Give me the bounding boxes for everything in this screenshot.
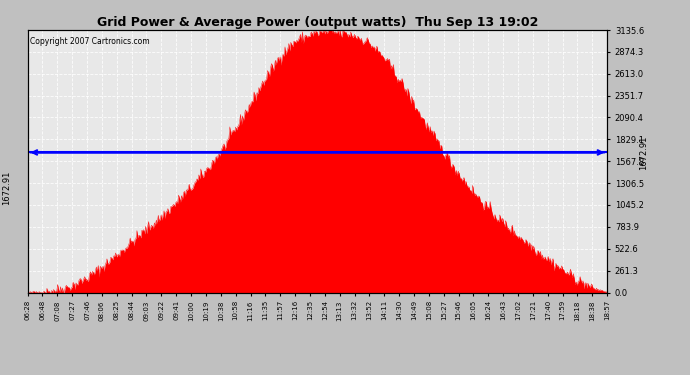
Title: Grid Power & Average Power (output watts)  Thu Sep 13 19:02: Grid Power & Average Power (output watts… bbox=[97, 16, 538, 29]
Text: 1672.91: 1672.91 bbox=[2, 170, 12, 205]
Text: Copyright 2007 Cartronics.com: Copyright 2007 Cartronics.com bbox=[30, 37, 150, 46]
Text: 1672.91: 1672.91 bbox=[639, 135, 648, 170]
